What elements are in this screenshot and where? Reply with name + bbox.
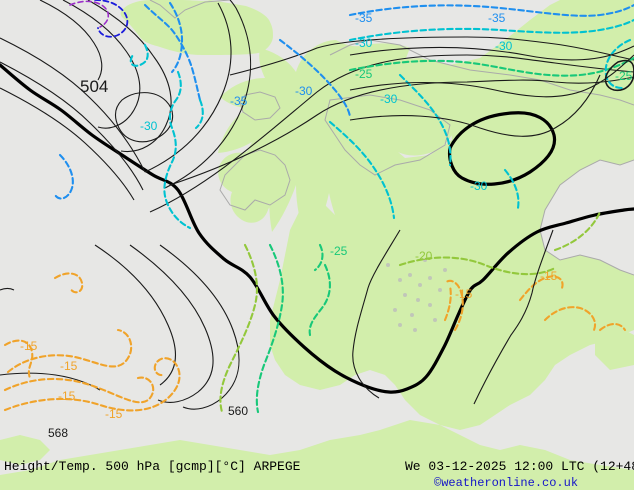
svg-text:-15: -15: [58, 389, 76, 403]
svg-text:-35: -35: [488, 11, 506, 25]
svg-text:-30: -30: [470, 179, 488, 193]
svg-text:-15: -15: [105, 407, 123, 421]
svg-text:-15: -15: [20, 339, 38, 353]
svg-text:-20: -20: [415, 249, 433, 263]
svg-text:-35: -35: [355, 11, 373, 25]
svg-text:560: 560: [228, 404, 248, 418]
svg-text:-15: -15: [540, 269, 558, 283]
svg-text:-25: -25: [330, 244, 348, 258]
svg-text:-30: -30: [495, 39, 513, 53]
svg-text:-25: -25: [615, 69, 633, 83]
svg-text:-30: -30: [295, 84, 313, 98]
svg-text:568: 568: [48, 426, 68, 440]
svg-text:-30: -30: [140, 119, 158, 133]
svg-text:-30: -30: [355, 36, 373, 50]
svg-text:504: 504: [80, 77, 108, 96]
svg-text:-15: -15: [455, 287, 473, 301]
svg-text:-15: -15: [60, 359, 78, 373]
svg-text:-30: -30: [380, 92, 398, 106]
svg-text:-25: -25: [355, 67, 373, 81]
svg-text:-35: -35: [230, 94, 248, 108]
